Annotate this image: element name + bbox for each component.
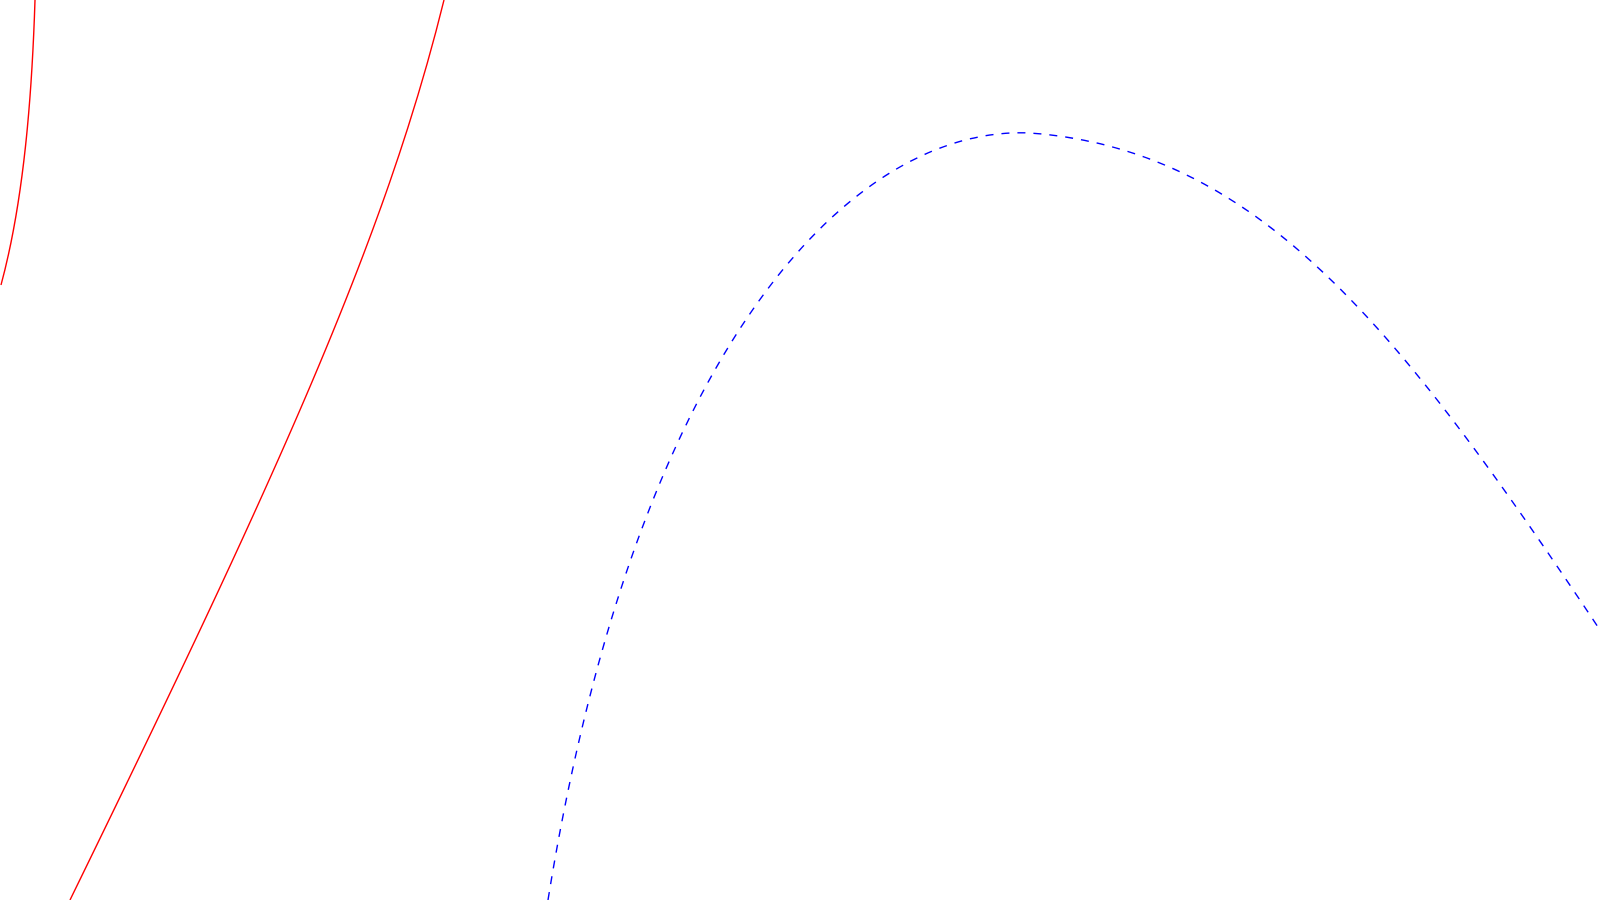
red-curve-right <box>69 0 445 900</box>
red-curve-left <box>0 0 36 286</box>
blue-dashed-arc <box>547 132 1600 900</box>
